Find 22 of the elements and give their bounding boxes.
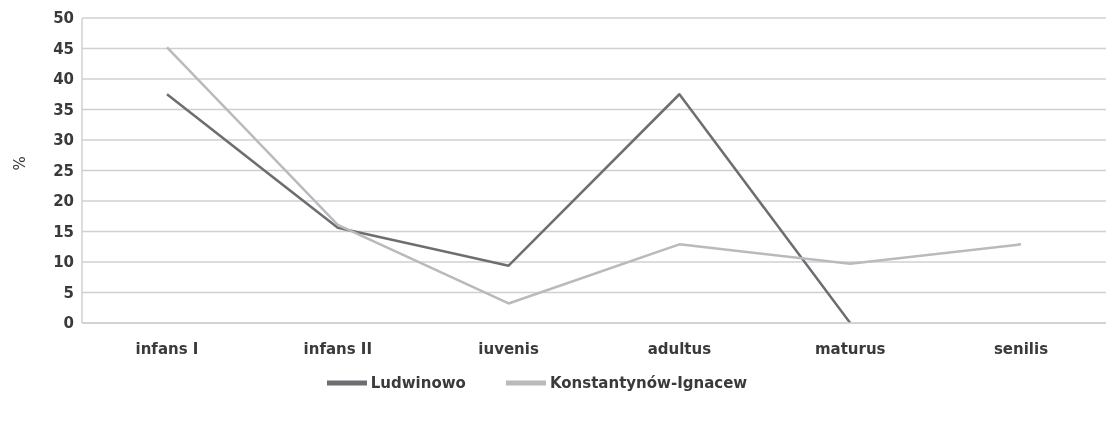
x-tick-label: adultus [647, 339, 712, 358]
y-tick-label: 20 [53, 192, 74, 211]
x-tick-label: infans I [135, 339, 199, 358]
legend-label: Ludwinowo [370, 373, 466, 392]
y-tick-label: 25 [53, 161, 74, 180]
y-tick-label: 5 [63, 283, 74, 302]
y-tick-label: 10 [53, 253, 74, 272]
y-tick-label: 30 [53, 131, 74, 150]
y-tick-label: 0 [63, 314, 74, 333]
y-tick-label: 40 [53, 70, 74, 89]
legend-label: Konstantynów-Ignacew [549, 373, 748, 392]
y-tick-label: 50 [53, 9, 74, 28]
y-tick-label: 35 [53, 100, 74, 119]
y-tick-label: 15 [53, 222, 74, 241]
line-series [165, 46, 1023, 305]
x-tick-label: infans II [303, 339, 373, 358]
y-axis-title: % [11, 156, 30, 171]
x-tick-label: iuvenis [478, 339, 539, 358]
line-series [165, 93, 852, 323]
x-tick-label: senilis [993, 339, 1049, 358]
y-tick-label: 45 [53, 39, 74, 58]
x-tick-label: maturus [814, 339, 886, 358]
